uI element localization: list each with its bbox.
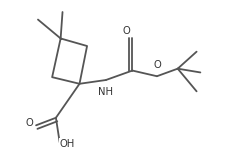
Text: O: O bbox=[123, 26, 131, 36]
Text: O: O bbox=[153, 60, 161, 70]
Text: OH: OH bbox=[60, 139, 75, 149]
Text: O: O bbox=[25, 118, 33, 128]
Text: NH: NH bbox=[98, 87, 113, 97]
